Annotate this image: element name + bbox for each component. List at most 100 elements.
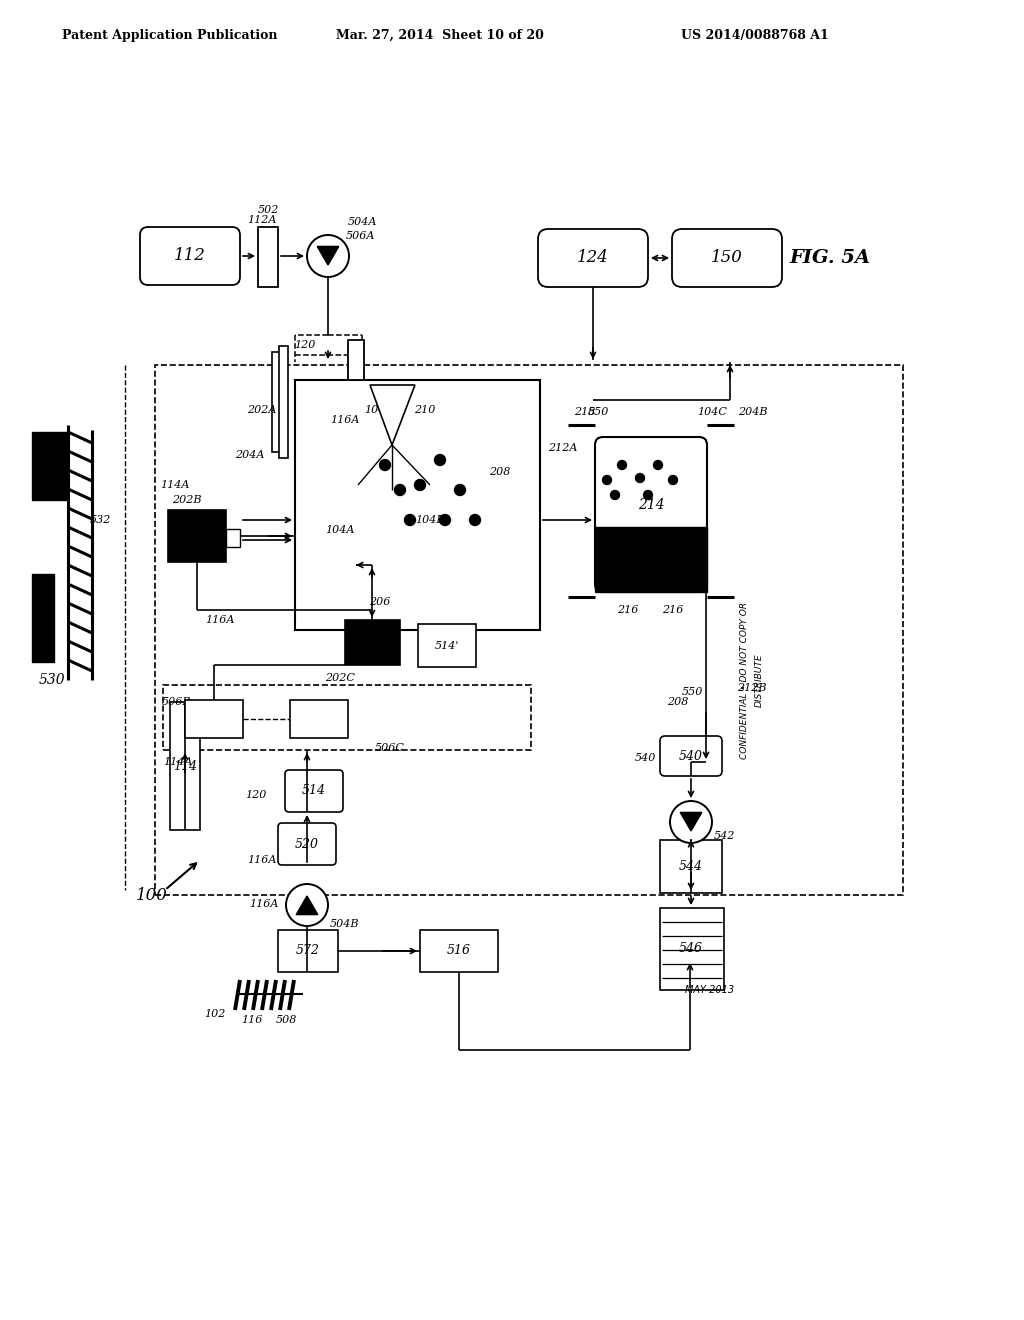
Text: 150: 150 xyxy=(711,249,743,267)
Text: 504B: 504B xyxy=(331,919,359,929)
Text: 502: 502 xyxy=(257,205,279,215)
Text: 102: 102 xyxy=(205,1008,225,1019)
Text: 116A: 116A xyxy=(206,615,234,624)
Text: 120: 120 xyxy=(294,341,315,350)
Text: 202C: 202C xyxy=(325,673,355,682)
Circle shape xyxy=(469,515,480,525)
Text: 544: 544 xyxy=(679,861,703,874)
Circle shape xyxy=(455,484,466,495)
Text: 216: 216 xyxy=(663,605,684,615)
Text: 104A: 104A xyxy=(326,525,354,535)
Bar xyxy=(279,346,288,458)
Text: 572: 572 xyxy=(296,945,319,957)
Text: Mar. 27, 2014  Sheet 10 of 20: Mar. 27, 2014 Sheet 10 of 20 xyxy=(336,29,544,41)
FancyBboxPatch shape xyxy=(278,822,336,865)
Polygon shape xyxy=(370,385,415,445)
Text: 550: 550 xyxy=(588,407,608,417)
Bar xyxy=(170,702,200,830)
Text: 208: 208 xyxy=(489,467,511,477)
Text: CONFIDENTIAL • DO NOT COPY OR: CONFIDENTIAL • DO NOT COPY OR xyxy=(740,602,749,759)
Bar xyxy=(595,527,707,591)
Text: FIG. 5A: FIG. 5A xyxy=(790,249,870,267)
Bar xyxy=(345,620,400,665)
Bar xyxy=(155,366,903,895)
Circle shape xyxy=(439,515,451,525)
Circle shape xyxy=(394,484,406,495)
Text: 208: 208 xyxy=(668,697,689,708)
Text: 546: 546 xyxy=(679,942,703,956)
Text: 116A: 116A xyxy=(248,855,276,865)
Text: 104: 104 xyxy=(365,405,386,414)
Text: 510C: 510C xyxy=(357,638,387,647)
Text: Patent Application Publication: Patent Application Publication xyxy=(62,29,278,41)
Bar xyxy=(168,510,226,562)
Text: 104B: 104B xyxy=(416,515,444,525)
Text: 550: 550 xyxy=(681,686,702,697)
Bar xyxy=(32,574,54,663)
Text: 506B: 506B xyxy=(162,697,191,708)
Text: 120: 120 xyxy=(246,789,266,800)
Circle shape xyxy=(415,479,426,491)
Text: 124: 124 xyxy=(578,249,609,267)
FancyBboxPatch shape xyxy=(285,770,343,812)
Bar xyxy=(420,931,498,972)
FancyBboxPatch shape xyxy=(660,737,722,776)
Text: 112A: 112A xyxy=(248,215,276,224)
FancyBboxPatch shape xyxy=(595,437,707,591)
Text: DISTRIBUTE: DISTRIBUTE xyxy=(755,653,764,706)
Bar xyxy=(32,432,68,500)
Text: 212B: 212B xyxy=(737,682,767,693)
Text: MAY 2013: MAY 2013 xyxy=(685,985,734,995)
Circle shape xyxy=(307,235,349,277)
FancyBboxPatch shape xyxy=(672,228,782,286)
Circle shape xyxy=(669,475,678,484)
Text: 204B: 204B xyxy=(738,407,768,417)
Text: 212A: 212A xyxy=(548,444,578,453)
FancyBboxPatch shape xyxy=(538,228,648,286)
Text: 116A: 116A xyxy=(249,899,279,909)
Polygon shape xyxy=(317,247,339,265)
Text: 202A: 202A xyxy=(248,405,276,414)
Text: 516: 516 xyxy=(447,945,471,957)
Polygon shape xyxy=(296,896,317,915)
Text: 104C: 104C xyxy=(697,407,727,417)
Text: 520: 520 xyxy=(295,837,319,850)
Text: 100: 100 xyxy=(136,887,168,904)
Text: 216: 216 xyxy=(617,605,639,615)
Bar xyxy=(258,227,278,286)
Text: 114: 114 xyxy=(173,759,197,772)
Circle shape xyxy=(286,884,328,927)
Bar xyxy=(272,352,285,451)
Circle shape xyxy=(636,474,644,483)
Circle shape xyxy=(653,461,663,470)
Text: 540: 540 xyxy=(634,752,655,763)
Circle shape xyxy=(617,461,627,470)
Text: 112: 112 xyxy=(174,248,206,264)
Text: 514: 514 xyxy=(302,784,326,797)
Bar xyxy=(185,700,243,738)
Text: 506C: 506C xyxy=(375,743,404,752)
Bar xyxy=(660,840,722,894)
Text: 114A: 114A xyxy=(161,480,189,490)
Text: 532: 532 xyxy=(89,515,111,525)
Text: 504A: 504A xyxy=(347,216,377,227)
Text: 530: 530 xyxy=(39,673,66,686)
Text: 210: 210 xyxy=(415,405,435,414)
Text: 116: 116 xyxy=(242,1015,263,1026)
Bar xyxy=(290,700,348,738)
Circle shape xyxy=(610,491,620,499)
Bar xyxy=(295,380,540,630)
Circle shape xyxy=(670,801,712,843)
Circle shape xyxy=(643,491,652,499)
Text: 542: 542 xyxy=(714,832,734,841)
Text: 204A: 204A xyxy=(236,450,264,459)
Circle shape xyxy=(404,515,416,525)
Text: 514': 514' xyxy=(435,642,459,651)
Text: 114A: 114A xyxy=(163,756,193,767)
Bar xyxy=(660,908,724,990)
Text: 506A: 506A xyxy=(345,231,375,242)
Text: US 2014/0088768 A1: US 2014/0088768 A1 xyxy=(681,29,828,41)
Text: 508: 508 xyxy=(275,1015,297,1026)
Text: 510B: 510B xyxy=(182,531,212,541)
Bar xyxy=(348,341,364,380)
